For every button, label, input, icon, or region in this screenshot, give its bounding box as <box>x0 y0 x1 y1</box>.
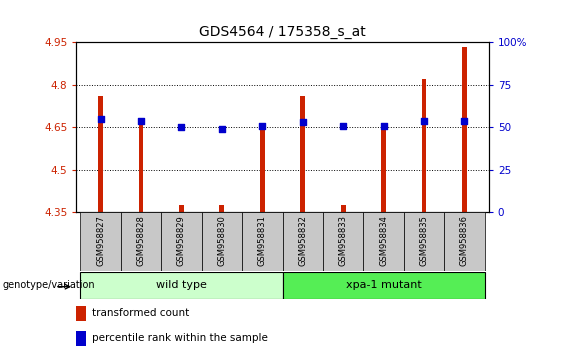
Text: xpa-1 mutant: xpa-1 mutant <box>346 280 421 290</box>
Text: GSM958835: GSM958835 <box>420 215 428 266</box>
FancyBboxPatch shape <box>282 272 485 299</box>
Point <box>419 118 428 124</box>
Text: GSM958829: GSM958829 <box>177 215 186 266</box>
Bar <box>381 127 386 212</box>
Text: genotype/variation: genotype/variation <box>3 280 95 290</box>
Bar <box>76 331 86 346</box>
Point <box>137 118 146 124</box>
FancyBboxPatch shape <box>202 212 242 271</box>
Text: transformed count: transformed count <box>92 308 189 318</box>
FancyBboxPatch shape <box>323 212 363 271</box>
Point <box>379 123 388 129</box>
Text: GSM958828: GSM958828 <box>137 215 145 266</box>
Text: GSM958827: GSM958827 <box>96 215 105 266</box>
Text: GDS4564 / 175358_s_at: GDS4564 / 175358_s_at <box>199 25 366 39</box>
Bar <box>260 127 265 212</box>
Bar <box>300 96 305 212</box>
Bar <box>421 79 427 212</box>
Bar <box>341 205 346 212</box>
FancyBboxPatch shape <box>282 212 323 271</box>
FancyBboxPatch shape <box>444 212 485 271</box>
Text: GSM958836: GSM958836 <box>460 215 469 266</box>
FancyBboxPatch shape <box>242 212 282 271</box>
Point <box>298 120 307 125</box>
Text: GSM958831: GSM958831 <box>258 215 267 266</box>
Bar <box>462 47 467 212</box>
Point <box>338 123 347 129</box>
Point <box>177 125 186 130</box>
Bar <box>76 306 86 321</box>
Text: GSM958830: GSM958830 <box>218 215 227 266</box>
Bar <box>138 125 144 212</box>
FancyBboxPatch shape <box>363 212 404 271</box>
Text: GSM958834: GSM958834 <box>379 215 388 266</box>
Text: GSM958833: GSM958833 <box>338 215 347 266</box>
Point <box>258 123 267 129</box>
Point <box>96 116 105 122</box>
FancyBboxPatch shape <box>80 212 121 271</box>
Bar <box>98 96 103 212</box>
Point <box>460 118 469 124</box>
Bar <box>179 205 184 212</box>
FancyBboxPatch shape <box>161 212 202 271</box>
FancyBboxPatch shape <box>121 212 161 271</box>
FancyBboxPatch shape <box>404 212 444 271</box>
Text: percentile rank within the sample: percentile rank within the sample <box>92 333 268 343</box>
Text: wild type: wild type <box>156 280 207 290</box>
Point <box>218 126 227 132</box>
Bar <box>219 205 224 212</box>
Text: GSM958832: GSM958832 <box>298 215 307 266</box>
FancyBboxPatch shape <box>80 272 282 299</box>
